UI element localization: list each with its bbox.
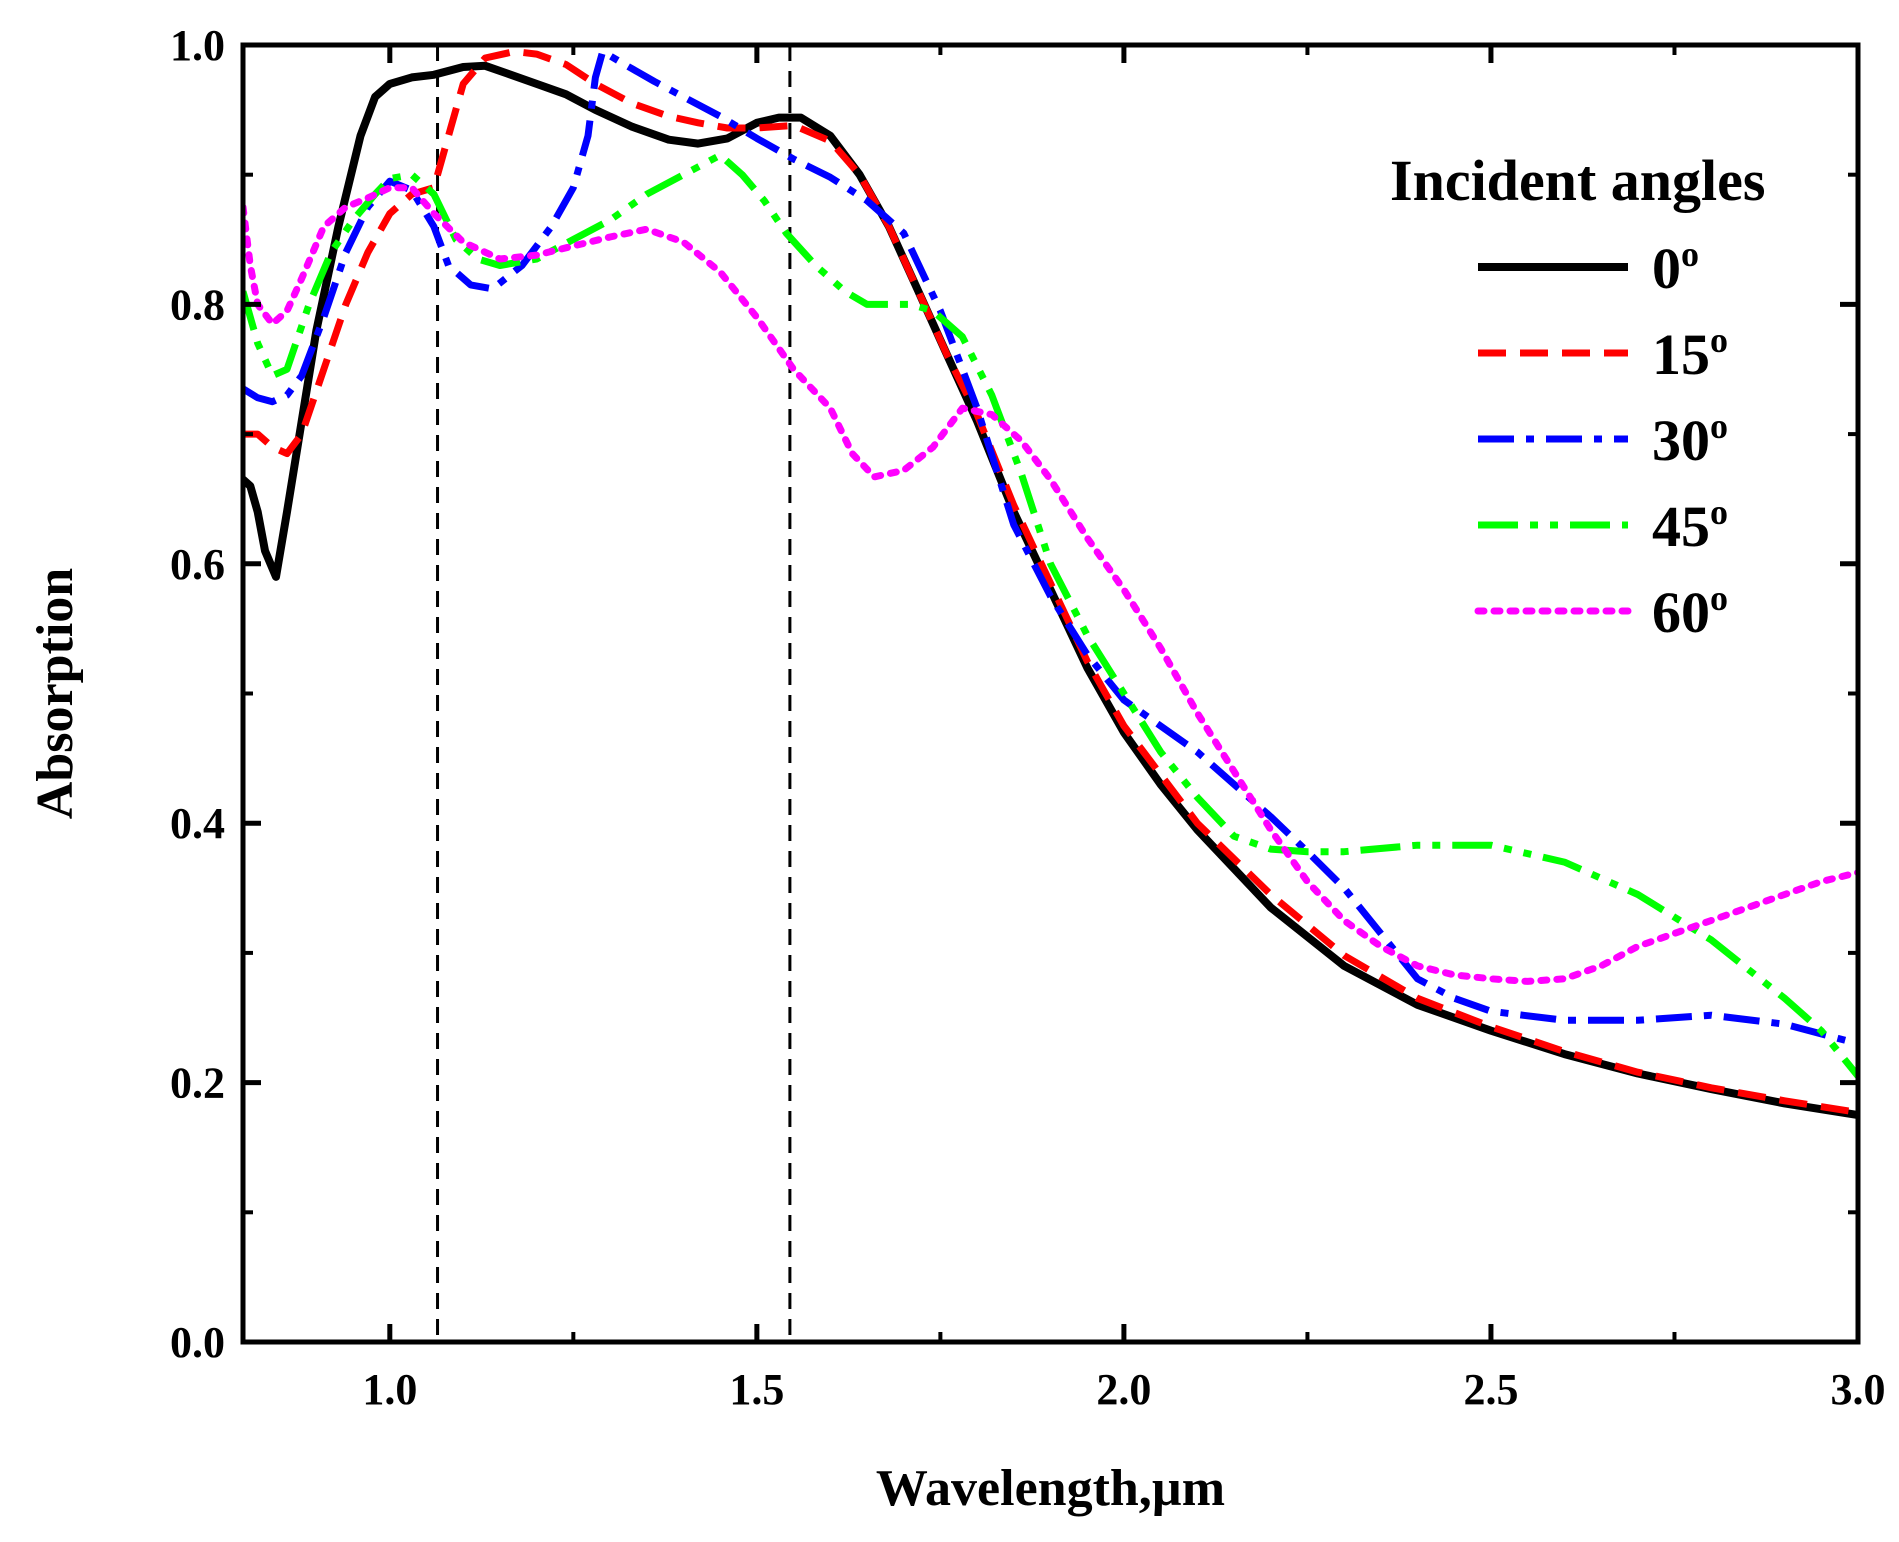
legend-degree-sup: o [1710, 578, 1728, 618]
y-tick-label: 0.2 [170, 1059, 225, 1108]
plot-frame [240, 42, 1861, 1345]
y-axis-title: Absorption [27, 568, 84, 819]
legend-label-15deg: 15o [1652, 320, 1728, 387]
x-tick-label: 1.5 [729, 1365, 784, 1414]
y-tick-label: 0.0 [170, 1318, 225, 1367]
x-axis-title: Wavelength,µm [876, 1460, 1225, 1517]
series-line-15deg [243, 48, 1858, 1116]
legend-degree-sup: o [1681, 234, 1699, 274]
legend-label-45deg: 45o [1652, 492, 1728, 559]
legend-label-0deg: 0o [1652, 234, 1699, 301]
y-tick-label: 0.4 [170, 799, 225, 848]
legend-degree-sup: o [1710, 320, 1728, 360]
series-line-30deg [243, 48, 1858, 1048]
x-tick-label: 1.0 [362, 1365, 417, 1414]
x-tick-label: 3.0 [1831, 1365, 1886, 1414]
x-tick-label: 2.0 [1096, 1365, 1151, 1414]
x-tick-label: 2.5 [1463, 1365, 1518, 1414]
y-tick-label: 0.8 [170, 280, 225, 329]
series-line-60deg [243, 184, 1858, 985]
y-tick-label: 0.6 [170, 540, 225, 589]
series-line-45deg [243, 151, 1858, 1079]
legend-label-60deg: 60o [1652, 578, 1728, 645]
legend-label-30deg: 30o [1652, 406, 1728, 473]
legend-degree-sup: o [1710, 492, 1728, 532]
y-tick-label: 1.0 [170, 21, 225, 70]
legend-degree-sup: o [1710, 406, 1728, 446]
legend-title: Incident angles [1390, 148, 1765, 213]
